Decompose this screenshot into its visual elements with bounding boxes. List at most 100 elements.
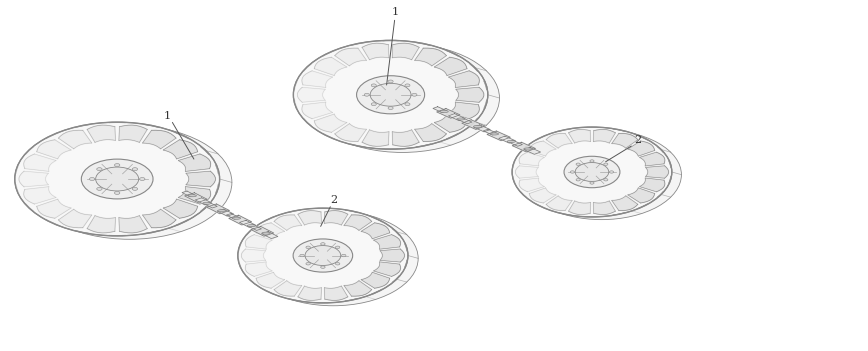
Ellipse shape [132, 187, 138, 190]
Ellipse shape [564, 156, 620, 188]
Polygon shape [434, 57, 467, 75]
Polygon shape [594, 201, 615, 214]
Polygon shape [462, 120, 485, 130]
Polygon shape [499, 136, 516, 143]
Ellipse shape [27, 126, 232, 239]
Polygon shape [204, 202, 217, 208]
Polygon shape [58, 130, 92, 149]
Polygon shape [380, 249, 404, 262]
Polygon shape [178, 187, 211, 204]
Polygon shape [298, 286, 321, 300]
Polygon shape [415, 48, 446, 66]
Polygon shape [569, 130, 590, 143]
Ellipse shape [404, 84, 410, 87]
Polygon shape [361, 223, 390, 239]
Polygon shape [325, 286, 348, 300]
Polygon shape [519, 178, 544, 192]
Polygon shape [119, 216, 148, 233]
Ellipse shape [570, 171, 575, 173]
Ellipse shape [238, 208, 408, 303]
Ellipse shape [306, 246, 311, 249]
Ellipse shape [248, 211, 418, 306]
Ellipse shape [404, 103, 410, 106]
Polygon shape [142, 130, 176, 149]
Ellipse shape [474, 125, 482, 127]
Ellipse shape [590, 160, 594, 162]
Ellipse shape [372, 103, 377, 106]
Ellipse shape [203, 202, 211, 204]
Text: 2: 2 [331, 195, 338, 205]
Polygon shape [246, 235, 272, 249]
Polygon shape [185, 193, 207, 203]
Polygon shape [36, 199, 71, 218]
Ellipse shape [576, 163, 580, 165]
Ellipse shape [507, 140, 516, 143]
Polygon shape [261, 232, 278, 239]
Polygon shape [529, 188, 556, 203]
Ellipse shape [132, 168, 138, 171]
Ellipse shape [335, 246, 340, 249]
Ellipse shape [590, 182, 594, 184]
Ellipse shape [412, 93, 417, 96]
Polygon shape [594, 130, 615, 143]
Polygon shape [119, 125, 148, 143]
Polygon shape [374, 235, 400, 249]
Ellipse shape [320, 243, 326, 245]
Ellipse shape [370, 83, 411, 106]
Polygon shape [546, 196, 572, 211]
Polygon shape [449, 102, 479, 119]
Ellipse shape [604, 179, 608, 181]
Ellipse shape [609, 171, 614, 173]
Polygon shape [182, 191, 195, 197]
Polygon shape [433, 107, 447, 113]
Polygon shape [449, 71, 479, 87]
Ellipse shape [365, 93, 370, 96]
Polygon shape [392, 43, 419, 60]
Polygon shape [437, 108, 460, 118]
Ellipse shape [89, 178, 95, 180]
Polygon shape [314, 114, 347, 132]
Polygon shape [23, 187, 56, 204]
Polygon shape [227, 213, 240, 219]
Polygon shape [207, 204, 229, 214]
Ellipse shape [218, 210, 226, 212]
Polygon shape [335, 48, 366, 66]
Polygon shape [58, 209, 92, 228]
Polygon shape [195, 198, 212, 205]
Polygon shape [612, 133, 638, 148]
Polygon shape [640, 178, 665, 192]
Polygon shape [246, 262, 272, 276]
Polygon shape [612, 196, 638, 211]
Text: 1: 1 [391, 7, 398, 17]
Polygon shape [274, 281, 302, 296]
Polygon shape [163, 140, 198, 159]
Polygon shape [344, 281, 372, 296]
Polygon shape [335, 124, 366, 141]
Ellipse shape [293, 239, 352, 272]
Polygon shape [248, 225, 261, 230]
Polygon shape [87, 216, 115, 233]
Ellipse shape [305, 246, 341, 265]
Polygon shape [217, 209, 233, 216]
Polygon shape [546, 133, 572, 148]
Ellipse shape [96, 168, 102, 171]
Polygon shape [163, 199, 198, 218]
Ellipse shape [335, 263, 340, 265]
Polygon shape [256, 272, 285, 288]
Polygon shape [458, 118, 472, 124]
Ellipse shape [576, 179, 580, 181]
Polygon shape [23, 154, 56, 171]
Ellipse shape [15, 122, 220, 236]
Polygon shape [529, 141, 556, 156]
Polygon shape [361, 272, 390, 288]
Polygon shape [362, 130, 389, 146]
Polygon shape [628, 188, 654, 203]
Ellipse shape [490, 133, 498, 135]
Ellipse shape [388, 107, 393, 110]
Ellipse shape [306, 263, 311, 265]
Ellipse shape [522, 130, 681, 220]
Polygon shape [474, 125, 490, 132]
Ellipse shape [233, 217, 240, 219]
Polygon shape [516, 166, 538, 178]
Ellipse shape [357, 76, 424, 114]
